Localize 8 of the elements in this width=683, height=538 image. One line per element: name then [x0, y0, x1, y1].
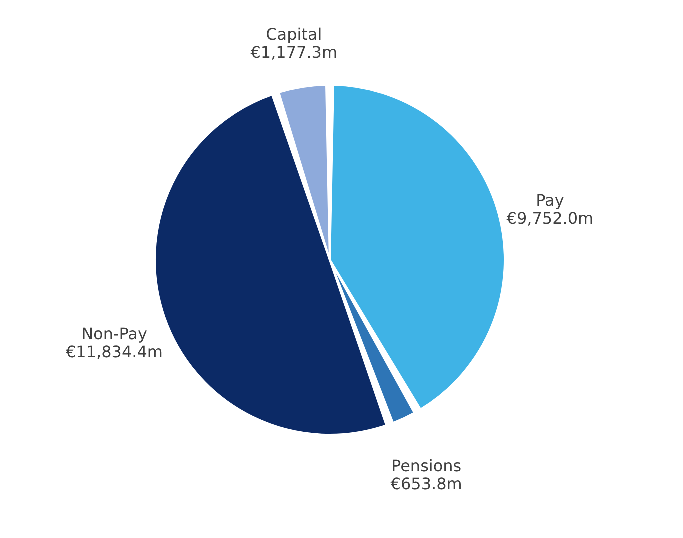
data-label: €653.8m [390, 474, 462, 494]
slice-label: Capital [266, 24, 322, 44]
slice-label: Pay [536, 190, 564, 210]
data-label: €1,177.3m [250, 42, 338, 62]
data-label: €9,752.0m [506, 208, 594, 228]
data-label: €11,834.4m [66, 342, 164, 362]
slice-label: Non-Pay [82, 324, 148, 344]
slice-label: Pensions [392, 456, 462, 476]
